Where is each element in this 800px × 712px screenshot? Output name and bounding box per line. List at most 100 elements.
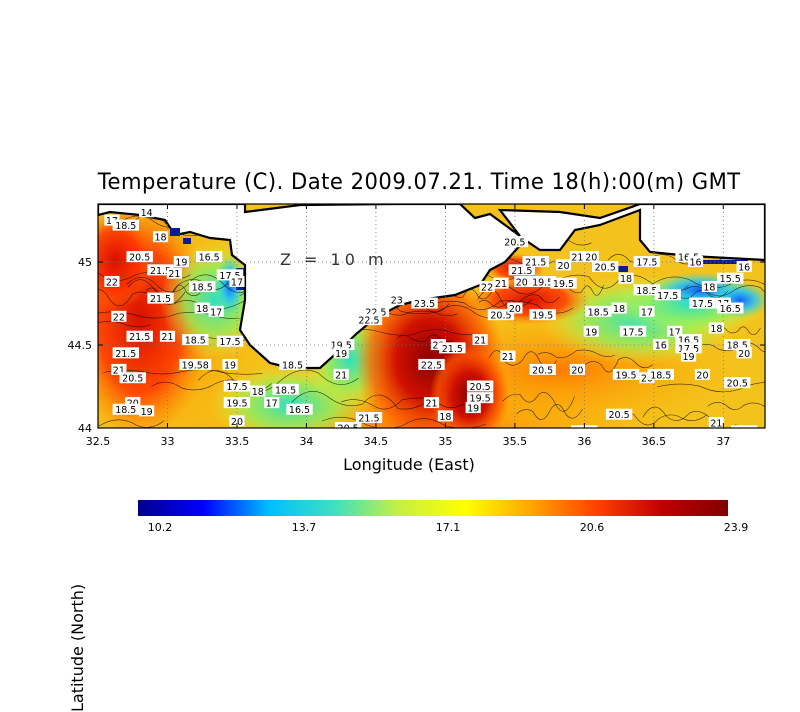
contour-label: 23.5 (414, 299, 435, 310)
contour-label: 21.5 (442, 344, 463, 355)
contour-label: 17.5 (636, 258, 657, 269)
colorbar (138, 500, 728, 516)
contour-label: 17 (231, 277, 243, 288)
contour-label: 21 (161, 332, 173, 343)
contour-label: 19 (335, 349, 347, 360)
contour-label: 20 (557, 261, 569, 272)
x-tick-label: 36.5 (642, 435, 667, 448)
contour-label: 14 (141, 208, 153, 219)
contour-label: 19 (683, 352, 695, 363)
contour-label: 21 (710, 419, 722, 430)
contour-label: 17.5 (657, 291, 678, 302)
contour-label: 21.5 (358, 414, 379, 425)
contour-label: 18 (710, 324, 722, 335)
contour-label: 20 (585, 253, 597, 264)
contour-label: 21.5 (115, 349, 136, 360)
contour-label: 19.5 (532, 277, 553, 288)
contour-label: 16.5 (289, 405, 310, 416)
contour-label: 19 (175, 258, 187, 269)
contour-label: 18.5 (185, 336, 206, 347)
contour-label: 17.5 (678, 344, 699, 355)
contour-label: 19.5 (470, 394, 491, 405)
contour-label: 20 (571, 365, 583, 376)
colorbar-tick-label: 20.6 (579, 521, 605, 534)
contour-label: 22.5 (358, 316, 379, 327)
plot-frame (97, 203, 766, 429)
contour-label: 22.5 (365, 307, 386, 318)
contour-label: 19.58 (182, 360, 209, 371)
contour-label: 20.5 (470, 382, 491, 393)
y-axis-label: Latitude (North) (68, 583, 87, 712)
contour-label: 18.5 (192, 282, 213, 293)
contour-label: 20.5 (338, 424, 359, 435)
contour-label: 20 (231, 417, 243, 428)
contour-label: 18 (252, 387, 264, 398)
contour-label: 20.5 (490, 311, 511, 322)
contour-label: 18 (154, 233, 166, 244)
contour-label: 22.5 (421, 360, 442, 371)
contour-label: 20.5 (504, 238, 525, 249)
contour-label: 17.5 (692, 299, 713, 310)
contour-label: 15.5 (720, 274, 741, 285)
contour-label: 19 (585, 327, 597, 338)
x-tick-label: 35 (438, 435, 452, 448)
contour-label: 23 (432, 341, 444, 352)
contour-label: 16 (738, 263, 750, 274)
contour-label: 18 (439, 412, 451, 423)
x-tick-label: 36 (577, 435, 591, 448)
contour-label: 21.5 (511, 266, 532, 277)
contour-label: 17 (210, 307, 222, 318)
contour-label: 20.5 (129, 253, 150, 264)
contour-label: 16 (655, 341, 667, 352)
contour-label: 19.5 (615, 370, 636, 381)
contour-label: 18 (613, 304, 625, 315)
chart-title: Temperature (C). Date 2009.07.21. Time 1… (97, 170, 741, 195)
contour-label: 20.5 (532, 365, 553, 376)
y-tick-label: 45 (78, 256, 92, 269)
contour-label: 20 (641, 374, 653, 385)
contour-label: 19.5 (226, 399, 247, 410)
x-tick-label: 37 (716, 435, 730, 448)
contour-label: 21 (113, 365, 125, 376)
contour-label: 16 (689, 258, 701, 269)
x-tick-label: 32.5 (86, 435, 111, 448)
contour-label: 17.5 (219, 337, 240, 348)
x-tick-label: 33 (160, 435, 174, 448)
colorbar-tick-label: 10.2 (147, 521, 173, 534)
contour-label: 21 (495, 279, 507, 290)
contour-label: 22 (481, 282, 493, 293)
y-tick-label: 44 (78, 422, 92, 435)
contour-label: 20 (516, 277, 528, 288)
depth-label: Z = 10 m (280, 250, 388, 269)
contour-label: 17.5 (622, 327, 643, 338)
contour-label: 18.5 (282, 360, 303, 371)
crimea-landmass (98, 204, 765, 370)
contour-label: 17 (641, 307, 653, 318)
contour-label: 23 (391, 296, 403, 307)
x-tick-label: 33.5 (225, 435, 250, 448)
contour-label: 21.5 (150, 294, 171, 305)
y-tick-label: 44.5 (68, 339, 93, 352)
contour-label: 21 (474, 336, 486, 347)
contour-label: 19.5 (553, 279, 574, 290)
contour-label: 19.5 (532, 311, 553, 322)
colorbar-tick-label: 17.1 (435, 521, 461, 534)
contour-label: 21.5 (129, 332, 150, 343)
contour-label: 18 (620, 274, 632, 285)
contour-label: 17 (266, 399, 278, 410)
contour-label: 20 (509, 304, 521, 315)
temperature-map: 1718.5141820.51916.521.5212218.517.51721… (68, 203, 766, 516)
contour-label: 17 (669, 327, 681, 338)
axis-ticks: 32.5 33 33.5 34 34.5 35 35.5 36 36.5 37 44 44.5 45 (68, 204, 765, 448)
contour-label: 18.5 (650, 370, 671, 381)
contour-label: 21.5 (150, 266, 171, 277)
x-axis-label: Longitude (East) (343, 455, 475, 474)
contour-label: 22 (113, 312, 125, 323)
contour-label: 21.5 (525, 258, 546, 269)
contour-label: 16.5 (720, 304, 741, 315)
contour-label: 21 (168, 269, 180, 280)
contour-label: 21 (502, 352, 514, 363)
contour-label: 22 (106, 277, 118, 288)
contour-label: 18.5 (727, 341, 748, 352)
contour-label: 17.5 (226, 382, 247, 393)
